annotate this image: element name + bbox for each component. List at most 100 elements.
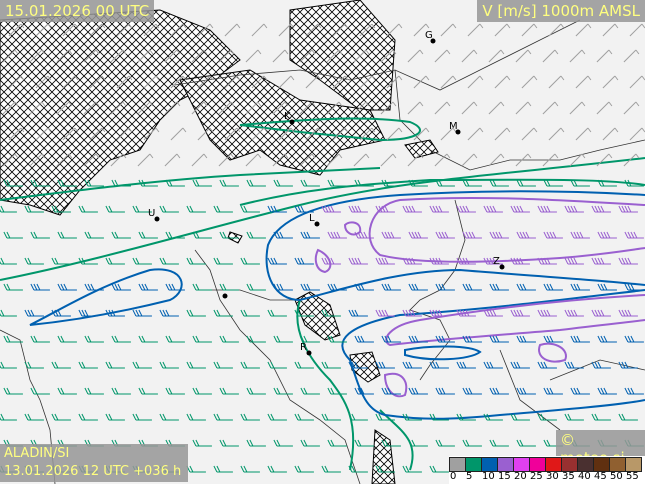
wind-barb (575, 23, 592, 37)
wind-barb (132, 309, 152, 317)
wind-barb (273, 439, 293, 447)
wind-barb (192, 231, 212, 239)
wind-barb (105, 309, 125, 317)
wind-barb (224, 23, 241, 37)
isotach-15 (383, 372, 408, 398)
wind-barb (483, 361, 503, 369)
city-dot-r (306, 350, 312, 356)
legend-tick: 30 (546, 471, 559, 482)
legend-tick: 15 (498, 471, 511, 482)
wind-barb (191, 101, 208, 115)
wind-barb (3, 231, 23, 239)
wind-barb (386, 75, 403, 89)
wind-barb (8, 23, 25, 37)
wind-barb (407, 101, 424, 115)
wind-barb (192, 387, 212, 395)
wind-barb (272, 49, 289, 63)
wind-barb (132, 257, 152, 265)
wind-barb (192, 179, 212, 187)
wind-barb (348, 465, 368, 473)
wind-barb (305, 127, 322, 141)
wind-barb (624, 179, 644, 187)
wind-barb (137, 101, 154, 115)
wind-barb (62, 75, 79, 89)
wind-barb (245, 49, 262, 63)
wind-barb (51, 413, 71, 421)
wind-barb (219, 335, 239, 343)
wind-barb (381, 387, 401, 395)
wind-barb (353, 153, 370, 167)
wind-barb (467, 23, 484, 37)
wind-barb (516, 179, 536, 187)
wind-barb (170, 23, 187, 37)
wind-barb (624, 387, 644, 395)
legend-swatch (561, 457, 578, 472)
wind-barb (510, 205, 530, 213)
wind-barb (138, 179, 158, 187)
wind-barb (89, 75, 106, 89)
wind-barb (435, 439, 455, 447)
wind-barb (245, 153, 262, 167)
isotach-10 (404, 345, 482, 361)
wind-barb (402, 257, 422, 265)
wind-barb (246, 283, 266, 291)
wind-barb (564, 309, 584, 317)
wind-barb (434, 153, 451, 167)
wind-barb (456, 257, 476, 265)
wind-barb (402, 205, 422, 213)
wind-barb (618, 413, 638, 421)
legend-swatch (449, 457, 466, 472)
wind-barb (246, 335, 266, 343)
wind-barb (110, 49, 127, 63)
isotach-5 (0, 157, 645, 281)
wind-barb (186, 257, 206, 265)
wind-barb (326, 101, 343, 115)
wind-barb (462, 231, 482, 239)
wind-barb (332, 23, 349, 37)
wind-barb (494, 75, 511, 89)
wind-barb (440, 75, 457, 89)
wind-barb (591, 257, 611, 265)
wind-barb (429, 465, 449, 473)
wind-barb (537, 309, 557, 317)
wind-barb (197, 23, 214, 37)
wind-barb (78, 361, 98, 369)
wind-barb (618, 257, 638, 265)
wind-barb (575, 127, 592, 141)
wind-barb (56, 153, 73, 167)
wind-barb (434, 49, 451, 63)
wind-barb (435, 387, 455, 395)
wind-barb (165, 335, 185, 343)
wind-barb (30, 179, 50, 187)
wind-barb (299, 153, 316, 167)
wind-barb (213, 309, 233, 317)
wind-barb (192, 439, 212, 447)
wind-barb (591, 413, 611, 421)
wind-barb (246, 179, 266, 187)
wind-barb (462, 335, 482, 343)
city-dot-z (499, 264, 505, 270)
wind-barb (543, 387, 563, 395)
wind-barb (111, 387, 131, 395)
wind-barb (327, 335, 347, 343)
wind-barb (138, 335, 158, 343)
model-name: ALADIN/SI (4, 446, 70, 461)
wind-barbs (0, 23, 645, 473)
wind-barb (143, 23, 160, 37)
wind-barb (623, 101, 640, 115)
wind-barb (251, 75, 268, 89)
legend-tick: 35 (562, 471, 575, 482)
wind-barb (537, 257, 557, 265)
wind-barb (218, 153, 235, 167)
wind-barb (489, 439, 509, 447)
wind-barb (321, 361, 341, 369)
wind-barb (462, 283, 482, 291)
city-dot-m (455, 129, 461, 135)
wind-barb (267, 309, 287, 317)
wind-barb (510, 361, 530, 369)
wind-barb (488, 49, 505, 63)
wind-barb (272, 153, 289, 167)
wind-barb (596, 101, 613, 115)
wind-barb (402, 361, 422, 369)
city-label-k: K (284, 111, 291, 122)
